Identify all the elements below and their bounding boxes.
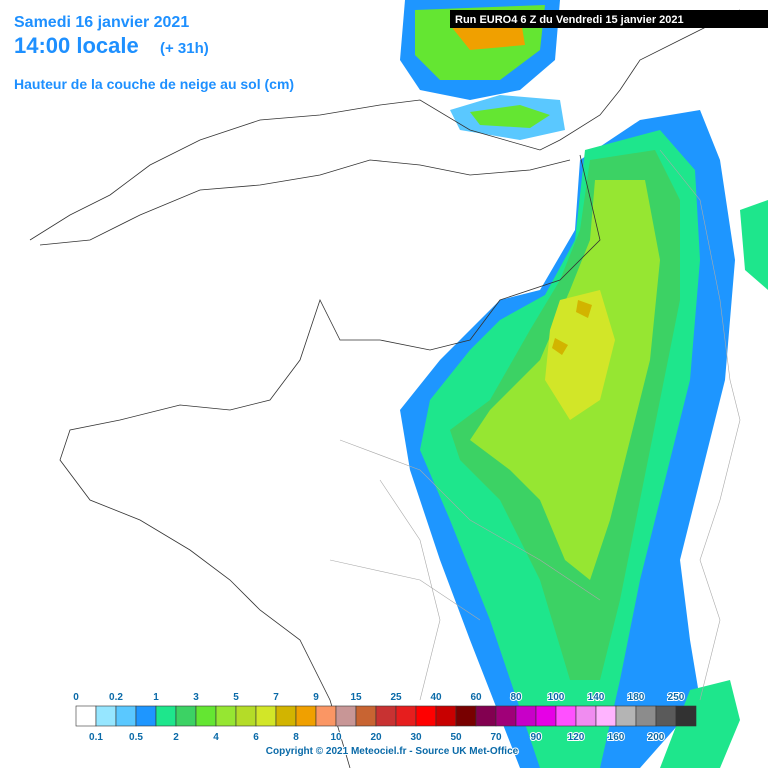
- legend-label: 25: [390, 692, 402, 703]
- legend-label: 40: [430, 692, 442, 703]
- legend: 0 0.2 1 3 5 7 9 15 25 40 60 80 100 140 180 250 0.1 0.5 2 4 6…: [72, 691, 697, 744]
- legend-label: 3: [193, 692, 199, 703]
- legend-swatch: [635, 705, 657, 727]
- run-banner: [450, 10, 768, 28]
- legend-label: 250: [668, 692, 685, 703]
- legend-label: 20: [370, 732, 382, 743]
- legend-label: 120: [568, 732, 585, 743]
- legend-label: 6: [253, 732, 259, 743]
- legend-label: 60: [470, 692, 482, 703]
- legend-label: 4: [213, 732, 219, 743]
- legend-swatch: [395, 705, 417, 727]
- legend-swatch: [415, 705, 437, 727]
- legend-swatch: [675, 705, 697, 727]
- date: Samedi 16 janvier 2021: [14, 14, 189, 31]
- legend-label: 0.2: [109, 692, 123, 703]
- legend-swatch: [535, 705, 557, 727]
- legend-label: 7: [273, 692, 279, 703]
- legend-label: 160: [608, 732, 625, 743]
- offset: (+ 31h): [160, 40, 209, 57]
- legend-swatch: [195, 705, 217, 727]
- legend-label: 90: [530, 732, 542, 743]
- legend-label: 0.1: [89, 732, 103, 743]
- legend-swatch: [355, 705, 377, 727]
- legend-swatch: [75, 705, 97, 727]
- legend-swatch: [555, 705, 577, 727]
- run: Run EURO4 6 Z du Vendredi 15 janvier 202…: [455, 14, 684, 26]
- legend-swatch: [655, 705, 677, 727]
- legend-swatch: [515, 705, 537, 727]
- legend-label: 8: [293, 732, 299, 743]
- coastline: [59, 154, 601, 768]
- legend-label: 180: [628, 692, 645, 703]
- legend-swatch: [135, 705, 157, 727]
- coastline: [29, 9, 741, 241]
- snow-zone: [660, 680, 740, 768]
- legend-label: 80: [510, 692, 522, 703]
- subtitle: Hauteur de la couche de neige au sol (cm…: [14, 76, 294, 92]
- legend-swatch: [615, 705, 637, 727]
- legend-label: 0.5: [129, 732, 143, 743]
- snow-zone: [545, 290, 615, 420]
- legend-label: 9: [313, 692, 319, 703]
- legend-swatch: [295, 705, 317, 727]
- legend-swatch: [315, 705, 337, 727]
- border: [329, 149, 741, 701]
- legend-label: 5: [233, 692, 239, 703]
- legend-swatch: [155, 705, 177, 727]
- legend-swatch: [475, 705, 497, 727]
- legend-label: 1: [153, 692, 159, 703]
- legend-swatch: [495, 705, 517, 727]
- legend-label: 0: [73, 692, 79, 703]
- legend-label: 30: [410, 732, 422, 743]
- snow-cover: [400, 0, 768, 768]
- snow-zone: [552, 300, 592, 355]
- coastlines: [29, 9, 741, 768]
- legend-swatch: [595, 705, 617, 727]
- snow-zone: [470, 105, 550, 128]
- legend-label: 70: [490, 732, 502, 743]
- legend-swatch: [215, 705, 237, 727]
- legend-swatch: [335, 705, 357, 727]
- legend-label: 15: [350, 692, 362, 703]
- coastline: [39, 159, 571, 246]
- legend-swatch: [95, 705, 117, 727]
- time: 14:00 locale: [14, 33, 139, 58]
- legend-swatch: [455, 705, 477, 727]
- legend-label: 10: [330, 732, 342, 743]
- legend-label: 50: [450, 732, 462, 743]
- legend-label: 2: [173, 732, 179, 743]
- copyright: Copyright © 2021 Meteociel.fr - Source U…: [266, 746, 519, 757]
- legend-label: 200: [648, 732, 665, 743]
- legend-swatch: [575, 705, 597, 727]
- legend-swatch: [375, 705, 397, 727]
- legend-swatch: [175, 705, 197, 727]
- legend-swatch: [255, 705, 277, 727]
- legend-swatch: [435, 705, 457, 727]
- legend-swatch: [115, 705, 137, 727]
- snow-zone: [740, 200, 768, 290]
- legend-label: 140: [588, 692, 605, 703]
- legend-swatch: [275, 705, 297, 727]
- legend-label: 100: [548, 692, 565, 703]
- legend-swatch: [235, 705, 257, 727]
